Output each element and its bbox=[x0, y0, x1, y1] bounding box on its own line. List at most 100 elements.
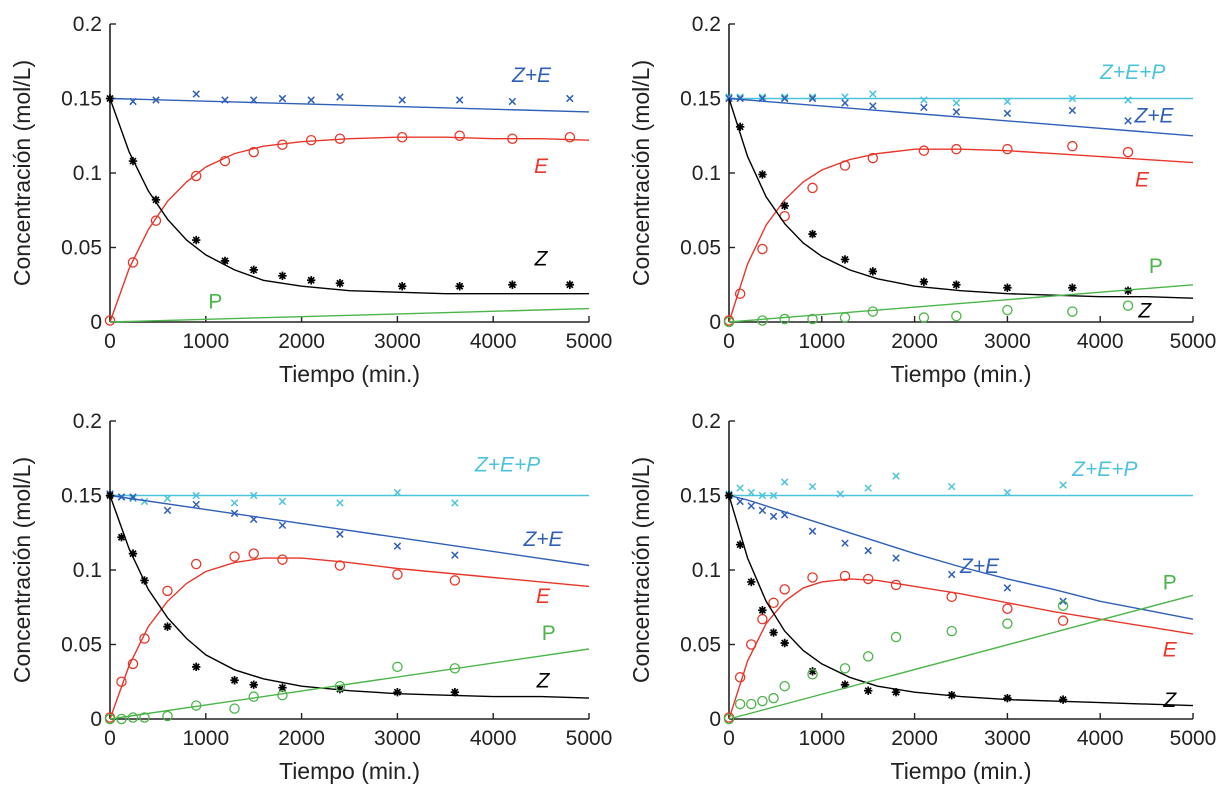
data-point bbox=[919, 277, 929, 286]
data-point bbox=[392, 569, 403, 580]
data-point bbox=[768, 597, 779, 609]
data-point bbox=[920, 96, 928, 104]
data-point bbox=[779, 584, 790, 595]
data-point bbox=[747, 488, 756, 497]
y-tick-label: 0.2 bbox=[73, 410, 102, 433]
data-point bbox=[1067, 140, 1078, 152]
data-point bbox=[128, 156, 138, 166]
data-point bbox=[116, 676, 127, 688]
y-tick-label: 0.15 bbox=[680, 88, 721, 111]
data-point bbox=[336, 530, 344, 538]
x-tick-label: 1000 bbox=[798, 330, 845, 353]
y-axis-label: Concentración (mol/L) bbox=[9, 60, 35, 286]
data-point bbox=[736, 94, 744, 103]
fit-line bbox=[109, 494, 590, 567]
data-point bbox=[758, 93, 767, 101]
data-point bbox=[249, 680, 258, 689]
data-point bbox=[807, 182, 818, 194]
data-point bbox=[1059, 481, 1067, 489]
data-point bbox=[105, 94, 115, 103]
x-axis-label: Tiempo (min.) bbox=[279, 361, 420, 387]
x-tick-label: 5000 bbox=[1170, 727, 1217, 750]
data-point bbox=[758, 606, 767, 615]
data-point bbox=[951, 143, 962, 155]
x-tick-label: 4000 bbox=[470, 727, 517, 750]
data-point bbox=[455, 96, 464, 104]
data-point bbox=[840, 255, 850, 264]
data-point bbox=[451, 551, 459, 559]
data-point bbox=[808, 229, 817, 239]
data-point bbox=[392, 661, 403, 673]
data-point bbox=[757, 315, 768, 326]
data-point bbox=[735, 540, 745, 549]
x-tick-label: 1000 bbox=[798, 727, 845, 750]
data-point bbox=[129, 493, 137, 501]
data-point bbox=[891, 687, 901, 697]
x-tick-label: 4000 bbox=[1077, 330, 1124, 353]
data-point bbox=[892, 554, 900, 562]
data-point bbox=[396, 131, 408, 143]
data-point bbox=[892, 472, 900, 480]
x-tick-label: 5000 bbox=[566, 330, 613, 353]
data-point bbox=[946, 625, 957, 637]
data-point bbox=[723, 713, 735, 725]
fit-line bbox=[728, 284, 1194, 323]
data-point bbox=[747, 502, 756, 510]
series-z: Z bbox=[728, 98, 1194, 323]
y-tick-label: 0.05 bbox=[680, 634, 721, 657]
data-point bbox=[335, 279, 345, 288]
y-tick-label: 0.1 bbox=[692, 162, 721, 185]
y-tick-label: 0 bbox=[90, 311, 102, 334]
data-point bbox=[278, 521, 287, 530]
data-point bbox=[757, 695, 768, 707]
data-point bbox=[220, 256, 230, 266]
x-axis-label: Tiempo (min.) bbox=[891, 361, 1032, 387]
data-point bbox=[190, 700, 202, 711]
data-point bbox=[249, 491, 258, 500]
data-point bbox=[862, 573, 874, 585]
y-tick-label: 0.15 bbox=[680, 485, 721, 508]
data-point bbox=[769, 628, 778, 637]
data-point bbox=[1002, 143, 1013, 155]
data-point bbox=[1124, 96, 1132, 104]
series-label-z: Z bbox=[1162, 689, 1177, 712]
data-point bbox=[393, 542, 402, 550]
data-point bbox=[808, 94, 817, 103]
data-point bbox=[104, 315, 116, 326]
data-point bbox=[867, 152, 879, 164]
data-point bbox=[334, 680, 346, 692]
data-point bbox=[507, 133, 518, 144]
y-tick-label: 0.15 bbox=[61, 485, 102, 508]
y-tick-label: 0.1 bbox=[692, 559, 721, 582]
data-point bbox=[758, 491, 767, 500]
data-point bbox=[192, 90, 200, 98]
data-point bbox=[1068, 283, 1077, 292]
series-label-z-plus-e: Z+E bbox=[1133, 104, 1174, 127]
x-tick-label: 2000 bbox=[278, 330, 325, 353]
data-point bbox=[190, 558, 202, 570]
data-point bbox=[779, 680, 790, 692]
data-point bbox=[334, 133, 346, 144]
y-tick-label: 0.15 bbox=[61, 88, 102, 111]
x-tick-label: 1000 bbox=[182, 727, 229, 750]
data-point bbox=[952, 280, 961, 289]
data-point bbox=[117, 533, 126, 542]
data-point bbox=[869, 102, 877, 110]
data-point bbox=[162, 710, 173, 722]
y-axis-label: Concentración (mol/L) bbox=[628, 457, 654, 683]
data-point bbox=[334, 560, 346, 571]
data-point bbox=[867, 306, 879, 317]
data-point bbox=[1067, 306, 1078, 317]
data-point bbox=[769, 512, 778, 521]
y-tick-label: 0.05 bbox=[680, 237, 721, 260]
data-point bbox=[1002, 304, 1013, 316]
data-point bbox=[127, 658, 139, 670]
series-p: P bbox=[109, 291, 590, 323]
data-point bbox=[565, 280, 575, 289]
data-point bbox=[807, 313, 818, 325]
data-point bbox=[779, 313, 790, 325]
data-point bbox=[808, 93, 817, 101]
data-point bbox=[758, 506, 767, 515]
data-point bbox=[117, 493, 126, 501]
fit-line bbox=[109, 495, 590, 699]
